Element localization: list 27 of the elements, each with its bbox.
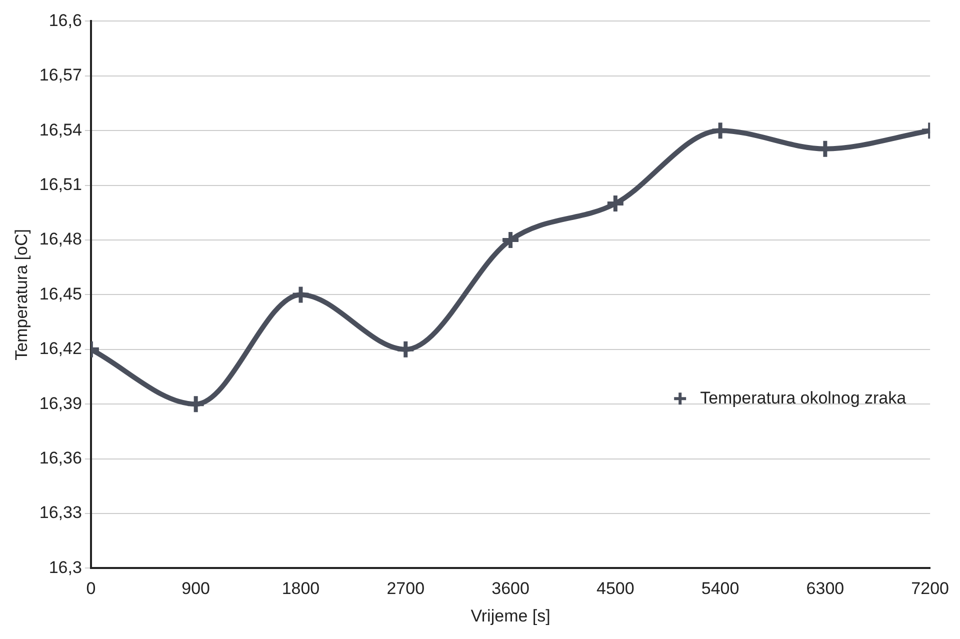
y-tick-label: 16,36	[39, 448, 82, 468]
x-tick-label: 6300	[806, 579, 844, 598]
y-tick-label: 16,33	[39, 503, 82, 522]
point	[186, 394, 206, 414]
y-tick-label: 16,39	[39, 394, 82, 413]
x-tick-label: 1800	[282, 579, 320, 598]
y-tick-label: 16,3	[48, 558, 82, 577]
x-tick-label: 7200	[911, 579, 950, 598]
y-tick-label: 16,6	[48, 10, 82, 30]
point	[290, 284, 311, 305]
legend-label: Temperatura okolnog zraka	[700, 388, 907, 408]
x-tick-label: 900	[182, 579, 210, 598]
y-tick-label: 16,42	[39, 339, 82, 358]
x-tick-label: 2700	[386, 579, 425, 598]
y-axis-title: Temperatura [oC]	[12, 229, 31, 360]
x-tick-label: 0	[86, 579, 96, 598]
x-axis-title: Vrijeme [s]	[470, 606, 550, 626]
x-tick-label: 4500	[596, 579, 634, 598]
x-tick-label: 3600	[492, 579, 530, 598]
point	[396, 339, 416, 360]
y-tick-label: 16,45	[39, 284, 82, 304]
x-tick-label: 5400	[701, 579, 740, 598]
y-tick-label: 16,48	[39, 230, 82, 249]
point	[500, 230, 521, 250]
y-tick-label: 16,57	[39, 66, 82, 85]
y-tick-label: 16,51	[39, 174, 82, 194]
y-tick-label: 16,54	[39, 120, 82, 140]
